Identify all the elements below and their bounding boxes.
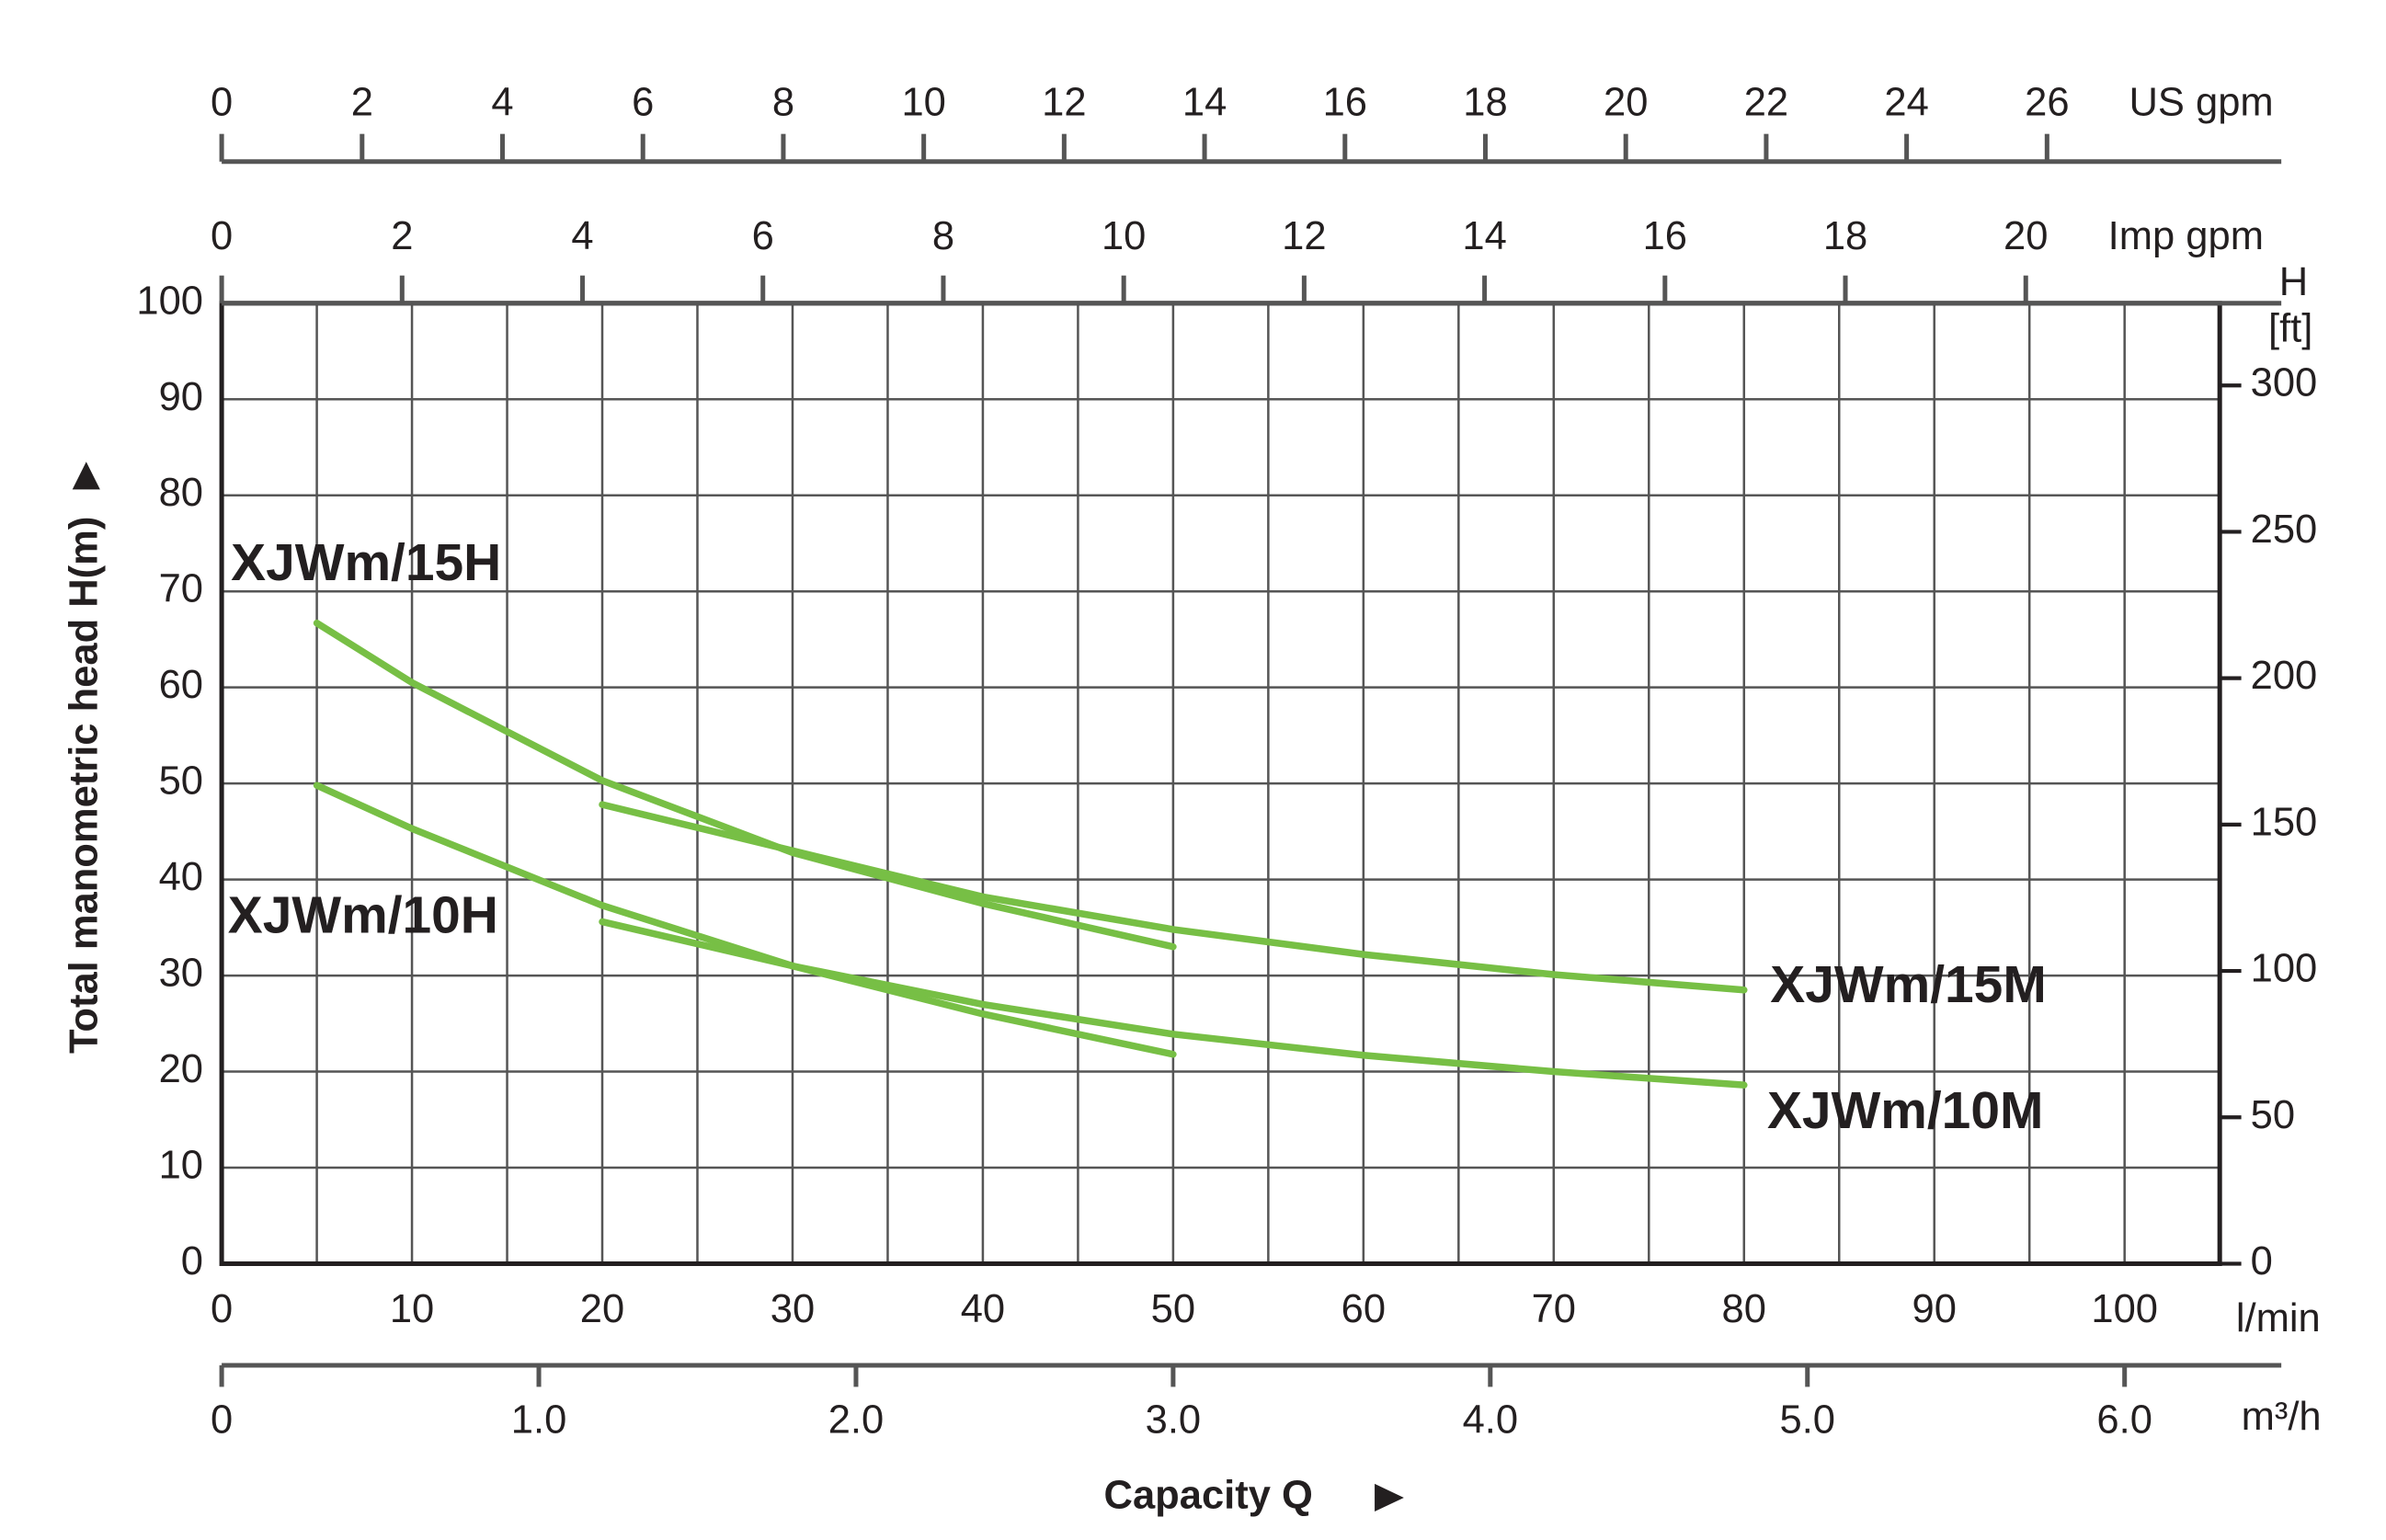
y-tick-label: 60 <box>159 663 203 707</box>
y2-tick-label: 300 <box>2251 361 2318 405</box>
series-label: XJWm/15M <box>1770 955 2046 1014</box>
x-tick-label: 90 <box>1912 1287 1957 1331</box>
x-tick-label: 70 <box>1532 1287 1576 1331</box>
y2-title-1: H <box>2279 260 2308 304</box>
y2-title-2: [ft] <box>2268 306 2312 350</box>
top-tick-label: 8 <box>772 80 794 124</box>
y2-tick-label: 200 <box>2251 654 2318 698</box>
x-tick-label: 100 <box>2091 1287 2158 1331</box>
y2-tick-label: 100 <box>2251 947 2318 991</box>
bottom-tick-label: 2.0 <box>828 1397 885 1442</box>
top-axis-unit: Imp gpm <box>2108 214 2264 258</box>
top-tick-label: 4 <box>491 80 513 124</box>
y-arrow <box>72 462 100 490</box>
x-tick-label: 80 <box>1722 1287 1766 1331</box>
x-tick-label: 40 <box>961 1287 1005 1331</box>
curve <box>313 781 1177 1058</box>
y-tick-label: 0 <box>181 1239 203 1283</box>
x-arrow <box>1375 1483 1404 1512</box>
x-tick-label: 50 <box>1151 1287 1195 1331</box>
bottom-tick-label: 3.0 <box>1146 1397 1202 1442</box>
y-tick-label: 30 <box>159 952 203 996</box>
bottom-tick-label: 4.0 <box>1463 1397 1519 1442</box>
top-tick-label: 12 <box>1282 214 1326 258</box>
bottom-tick-label: 5.0 <box>1780 1397 1836 1442</box>
y-axis-title: Total manometric head H(m) <box>62 517 106 1054</box>
top-tick-label: 6 <box>632 80 654 124</box>
top-tick-label: 2 <box>351 80 373 124</box>
top-tick-label: 2 <box>391 214 413 258</box>
curve <box>599 801 1748 994</box>
x-axis-title: Capacity Q <box>1104 1473 1313 1517</box>
y-tick-label: 10 <box>159 1144 203 1188</box>
y2-tick-label: 0 <box>2251 1239 2273 1283</box>
top-tick-label: 14 <box>1182 80 1227 124</box>
bottom-tick-label: 0 <box>211 1397 233 1442</box>
y-tick-label: 90 <box>159 375 203 419</box>
top-tick-label: 10 <box>901 80 945 124</box>
x-tick-label: 60 <box>1341 1287 1386 1331</box>
bottom-tick-label: 1.0 <box>511 1397 567 1442</box>
x-tick-label: 10 <box>390 1287 434 1331</box>
x-unit: l/min <box>2236 1296 2321 1340</box>
series-label: XJWm/10H <box>228 886 498 945</box>
bottom-axis-unit: m³/h <box>2242 1395 2322 1439</box>
top-tick-label: 20 <box>2004 214 2048 258</box>
top-tick-label: 18 <box>1823 214 1867 258</box>
y-tick-label: 20 <box>159 1047 203 1091</box>
top-tick-label: 14 <box>1462 214 1506 258</box>
y-tick-label: 50 <box>159 759 203 804</box>
top-axis-unit: US gpm <box>2129 80 2273 124</box>
bottom-tick-label: 6.0 <box>2096 1397 2152 1442</box>
top-tick-label: 6 <box>752 214 774 258</box>
y2-tick-label: 150 <box>2251 800 2318 844</box>
top-tick-label: 16 <box>1643 214 1687 258</box>
top-tick-label: 20 <box>1604 80 1648 124</box>
x-tick-label: 20 <box>580 1287 624 1331</box>
curve <box>313 619 1177 951</box>
top-tick-label: 16 <box>1323 80 1367 124</box>
top-tick-label: 24 <box>1884 80 1928 124</box>
x-tick-label: 0 <box>211 1287 233 1331</box>
y-tick-label: 70 <box>159 567 203 611</box>
top-tick-label: 12 <box>1042 80 1086 124</box>
y2-tick-label: 50 <box>2251 1093 2295 1137</box>
top-tick-label: 18 <box>1463 80 1507 124</box>
y-tick-label: 80 <box>159 471 203 515</box>
y-tick-label: 100 <box>136 279 203 323</box>
y2-tick-label: 250 <box>2251 508 2318 552</box>
top-tick-label: 22 <box>1744 80 1788 124</box>
x-tick-label: 30 <box>771 1287 815 1331</box>
top-tick-label: 10 <box>1102 214 1146 258</box>
y-tick-label: 40 <box>159 855 203 899</box>
top-tick-label: 26 <box>2025 80 2069 124</box>
top-tick-label: 8 <box>932 214 954 258</box>
top-tick-label: 4 <box>571 214 593 258</box>
curve <box>599 918 1748 1089</box>
series-label: XJWm/10M <box>1767 1081 2043 1140</box>
top-tick-label: 0 <box>211 214 233 258</box>
top-tick-label: 0 <box>211 80 233 124</box>
series-label: XJWm/15H <box>231 533 501 592</box>
